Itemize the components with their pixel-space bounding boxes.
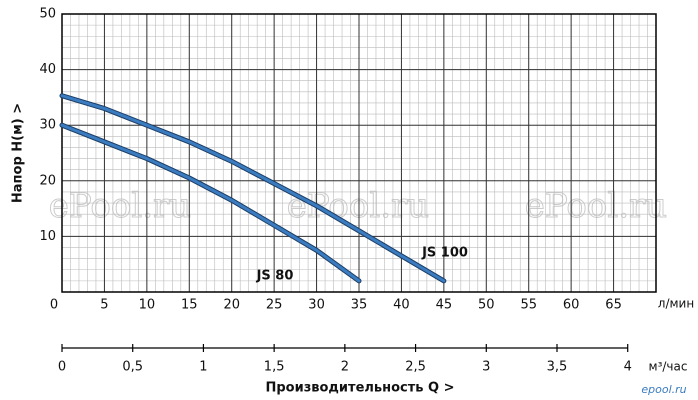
- x-tick-label: 45: [436, 298, 453, 313]
- x-tick-label: 60: [563, 298, 580, 313]
- watermark: ePool.ru: [287, 186, 429, 226]
- x2-tick-label: 2: [341, 360, 349, 375]
- y-tick-label: 30: [39, 118, 56, 133]
- x2-tick-label: 0,5: [122, 360, 143, 375]
- x2-tick-label: 2,5: [405, 360, 426, 375]
- x-tick-label: 15: [181, 298, 198, 313]
- x-tick-label: 5: [100, 298, 108, 313]
- series-line: [60, 94, 446, 283]
- y-axis-label: Напор H(м) >: [11, 103, 26, 203]
- logo: epool.ru: [641, 383, 686, 396]
- x-tick-label: 20: [223, 298, 240, 313]
- x2-tick-label: 4: [624, 360, 632, 375]
- x-tick-label: 55: [520, 298, 537, 313]
- x2-tick-label: 3,5: [547, 360, 568, 375]
- x2-unit: м³/час: [649, 360, 688, 374]
- watermark: ePool.ru: [525, 186, 667, 226]
- x-unit: л/мин: [658, 297, 694, 311]
- plot-frame: [61, 13, 657, 293]
- y-tick-label: 40: [39, 62, 56, 77]
- x2-tick-label: 1: [199, 360, 207, 375]
- y-tick-label: 20: [39, 173, 56, 188]
- series-label: JS 100: [421, 246, 468, 261]
- x-tick-label: 50: [478, 298, 495, 313]
- x-tick-label: 30: [308, 298, 325, 313]
- series-line: [60, 123, 361, 283]
- x-axis-label: Производительность Q >: [265, 381, 454, 396]
- y-tick-label: 10: [39, 229, 56, 244]
- x2-tick-label: 0: [58, 360, 66, 375]
- x-tick-label: 10: [139, 298, 156, 313]
- x2-tick-label: 1,5: [264, 360, 285, 375]
- series-label: JS 80: [256, 269, 294, 284]
- y-tick-label: 50: [39, 7, 56, 22]
- watermark: ePool.ru: [49, 186, 191, 226]
- x-tick-label: 0: [50, 298, 58, 313]
- x-tick-label: 40: [393, 298, 410, 313]
- x-tick-label: 35: [351, 298, 368, 313]
- x-tick-label: 25: [266, 298, 283, 313]
- x-tick-label: 65: [605, 298, 622, 313]
- x2-tick-label: 3: [482, 360, 490, 375]
